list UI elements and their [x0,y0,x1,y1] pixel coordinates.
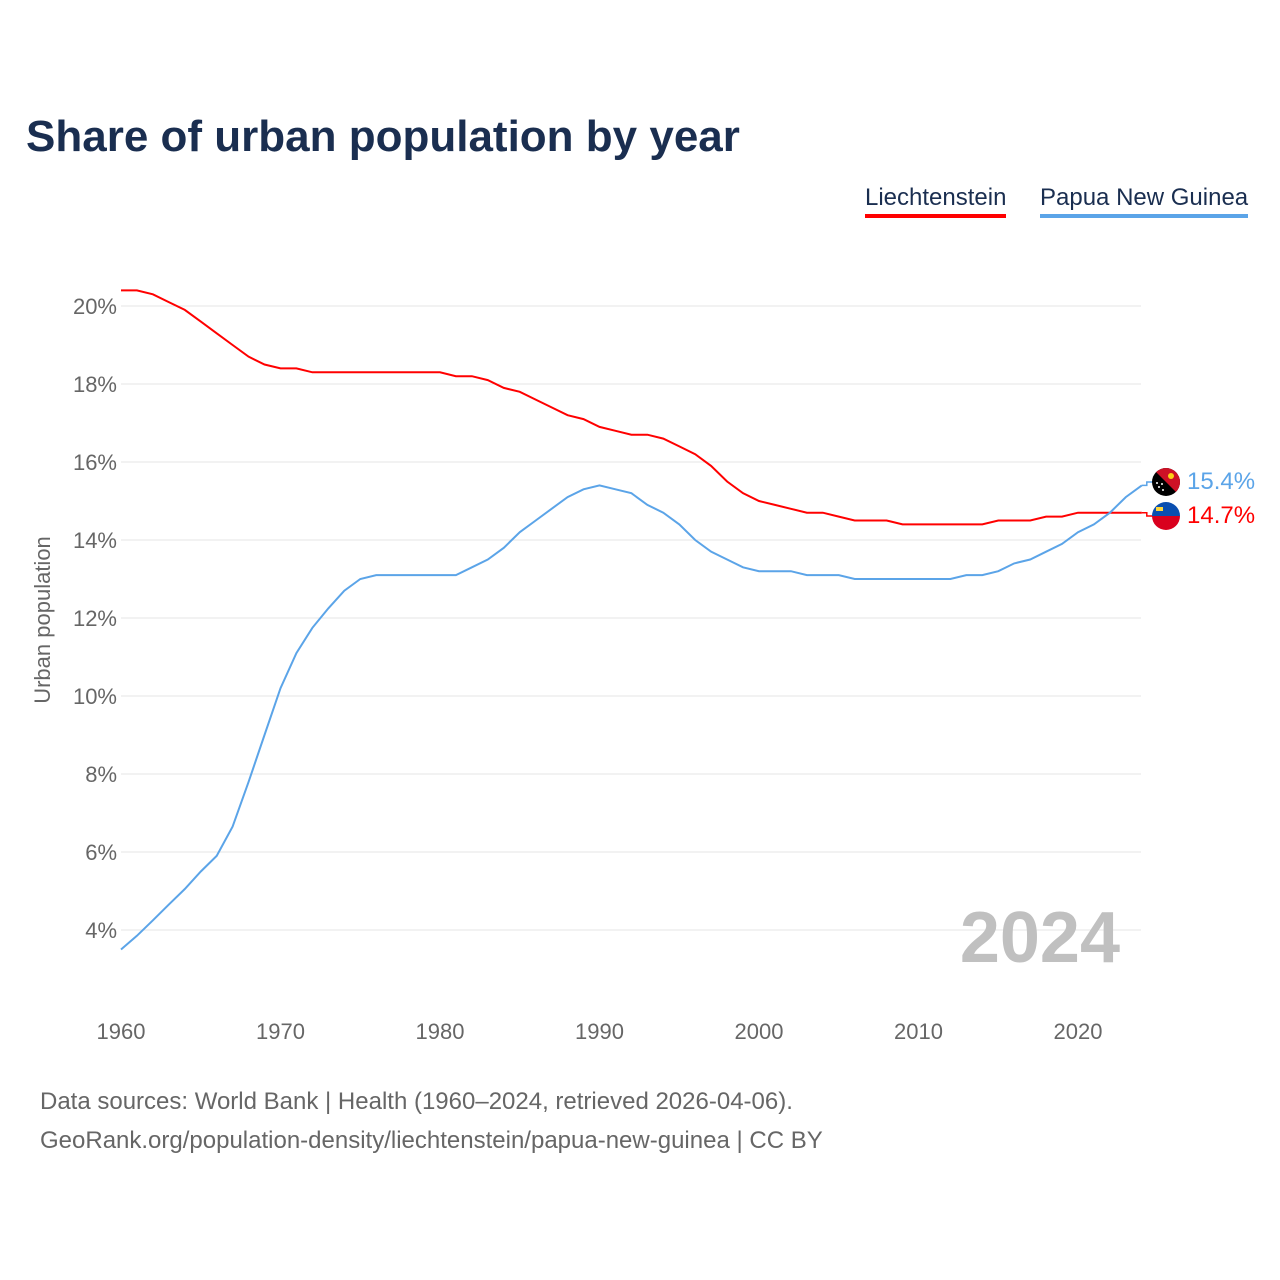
y-tick-label: 10% [73,684,117,709]
x-tick-label: 1970 [256,1019,305,1044]
legend-papua-new-guinea[interactable]: Papua New Guinea [1040,184,1249,218]
end-label-liechtenstein: 14.7% [1187,502,1255,529]
y-tick-label: 8% [85,762,117,787]
x-tick-label: 2010 [894,1019,943,1044]
x-tick-label: 2020 [1054,1019,1103,1044]
y-tick-label: 18% [73,372,117,397]
x-tick-label: 2000 [735,1019,784,1044]
end-label-papua-new-guinea: 15.4% [1187,468,1255,495]
liechtenstein-flag [1152,502,1180,530]
y-tick-label: 4% [85,918,117,943]
x-tick-label: 1960 [97,1019,146,1044]
y-tick-label: 6% [85,840,117,865]
y-tick-label: 12% [73,606,117,631]
year-watermark: 2024 [960,898,1120,978]
papua-new-guinea-flag [1152,468,1180,496]
legend-liechtenstein[interactable]: Liechtenstein [865,184,1007,218]
y-tick-label: 16% [73,450,117,475]
footer-link[interactable]: GeoRank.org/population-density/liechtens… [40,1127,823,1154]
label-connector [1141,511,1153,517]
y-tick-label: 14% [73,528,117,553]
series-line-liechtenstein [121,289,1142,526]
y-axis-label: Urban population [30,536,55,704]
label-connector [1141,481,1153,487]
x-tick-label: 1990 [575,1019,624,1044]
footer-sources: Data sources: World Bank | Health (1960–… [40,1088,793,1115]
chart-title: Share of urban population by year [26,112,740,161]
x-tick-label: 1980 [416,1019,465,1044]
series-line-papua-new-guinea [120,484,1143,951]
y-tick-label: 20% [73,294,117,319]
